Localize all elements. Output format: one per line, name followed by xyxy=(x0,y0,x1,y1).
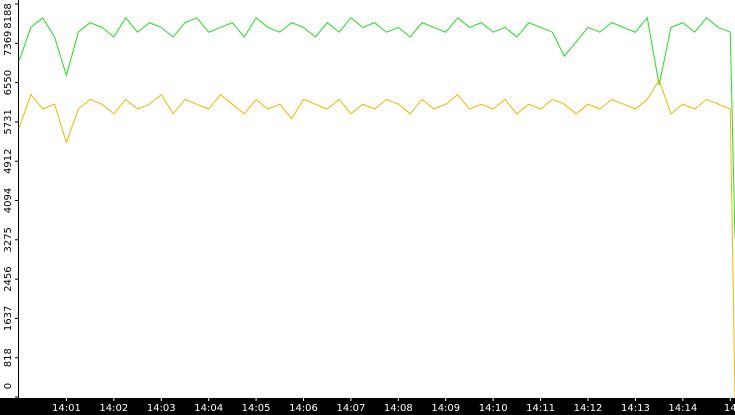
y-tick-label: 0 xyxy=(3,383,14,389)
x-tick-label: 14:02 xyxy=(99,403,128,414)
x-tick-label: 14:04 xyxy=(194,403,223,414)
y-tick-label: 2456 xyxy=(3,266,14,291)
x-tick-label: 14:08 xyxy=(384,403,413,414)
y-tick-label: 8188 xyxy=(3,3,14,28)
y-tick-label: 818 xyxy=(3,348,14,367)
y-tick-label: 4094 xyxy=(3,188,14,213)
x-tick-label: 14:11 xyxy=(526,403,555,414)
x-tick-label: 14:05 xyxy=(242,403,271,414)
x-tick-label: 14:01 xyxy=(52,403,81,414)
y-tick-label: 7369 xyxy=(3,31,14,56)
x-tick-label: 14:10 xyxy=(479,403,508,414)
x-tick-label: 14:09 xyxy=(431,403,460,414)
y-tick-label: 6550 xyxy=(3,70,14,95)
x-tick-label: 14:14 xyxy=(668,403,697,414)
x-tick-label: 14 xyxy=(724,403,735,414)
x-tick-label: 14:13 xyxy=(621,403,650,414)
time-bar xyxy=(0,398,735,415)
y-tick-label: 5731 xyxy=(3,109,14,134)
y-tick-label: 3275 xyxy=(3,227,14,252)
x-tick-label: 14:06 xyxy=(289,403,318,414)
series-line xyxy=(18,16,735,239)
y-tick-label: 4912 xyxy=(3,149,14,174)
series-line xyxy=(18,79,735,398)
x-tick-label: 14:03 xyxy=(147,403,176,414)
x-tick-label: 14:07 xyxy=(337,403,366,414)
y-tick-label: 1637 xyxy=(3,306,14,331)
x-tick-label: 14:12 xyxy=(574,403,603,414)
